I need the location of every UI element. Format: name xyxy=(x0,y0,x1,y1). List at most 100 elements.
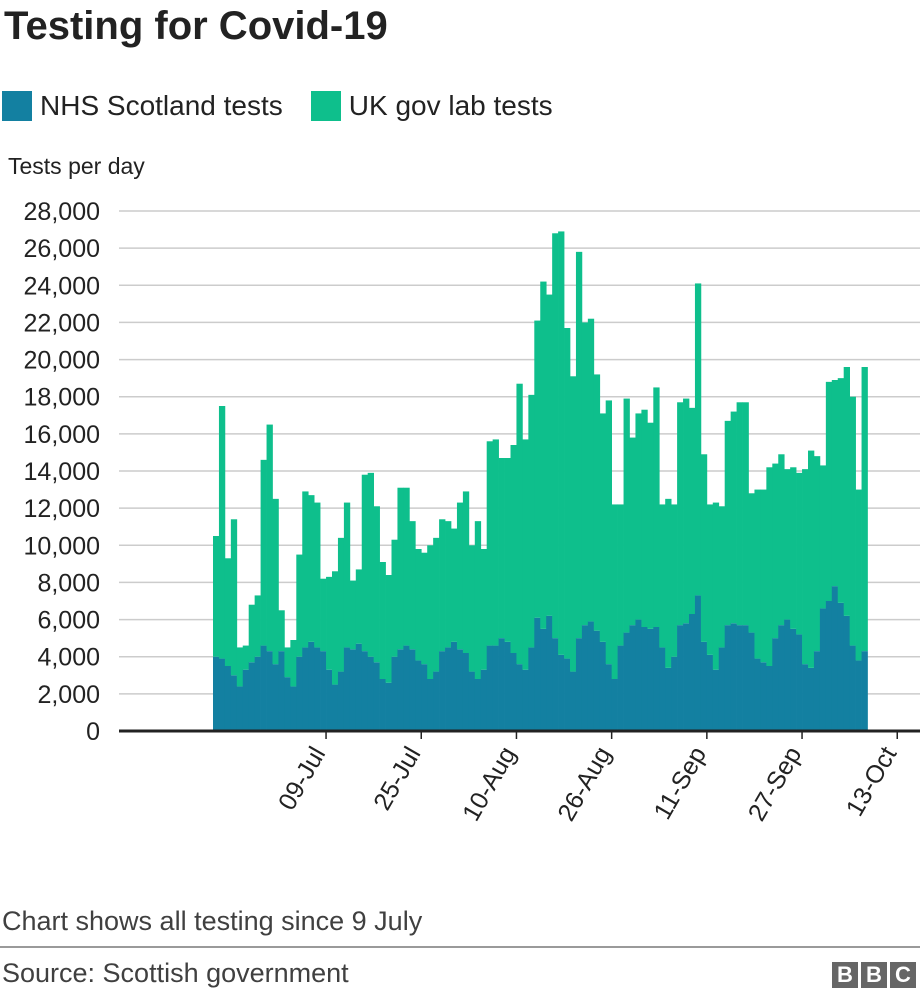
bar-nhs-scotland xyxy=(421,664,428,731)
bar-nhs-scotland xyxy=(564,658,571,731)
bar-nhs-scotland xyxy=(248,662,255,731)
bar-uk-gov-lab xyxy=(284,647,291,678)
y-tick-label: 6,000 xyxy=(37,607,100,635)
bar-nhs-scotland xyxy=(427,679,434,731)
bar-nhs-scotland xyxy=(468,671,476,731)
footer-divider xyxy=(0,946,920,948)
bar-uk-gov-lab xyxy=(403,487,410,646)
bar-uk-gov-lab xyxy=(552,233,559,639)
bar-nhs-scotland xyxy=(308,641,315,731)
bar-uk-gov-lab xyxy=(248,604,255,663)
bar-nhs-scotland xyxy=(355,643,363,731)
bar-uk-gov-lab xyxy=(825,381,833,601)
legend-label-nhs-scotland: NHS Scotland tests xyxy=(40,90,283,121)
bar-nhs-scotland xyxy=(278,651,285,731)
bar-nhs-scotland xyxy=(403,645,410,731)
bar-nhs-scotland xyxy=(242,669,250,731)
bar-nhs-scotland xyxy=(843,615,850,731)
bar-nhs-scotland xyxy=(284,677,291,731)
bar-uk-gov-lab xyxy=(558,231,565,655)
x-tick-label: 13-Oct xyxy=(841,742,903,821)
bar-nhs-scotland xyxy=(718,647,726,731)
bar-uk-gov-lab xyxy=(379,562,386,679)
bar-uk-gov-lab xyxy=(296,554,303,657)
bar-nhs-scotland xyxy=(641,627,648,731)
bar-uk-gov-lab xyxy=(427,545,434,679)
legend-swatch-nhs-scotland xyxy=(2,91,32,121)
bar-nhs-scotland xyxy=(837,602,845,731)
bar-uk-gov-lab xyxy=(843,367,850,616)
chart-legend: NHS Scotland tests UK gov lab tests xyxy=(2,90,581,122)
bar-nhs-scotland xyxy=(659,647,666,731)
bar-uk-gov-lab xyxy=(492,439,499,646)
bar-uk-gov-lab xyxy=(343,502,351,648)
bar-uk-gov-lab xyxy=(314,502,321,648)
bar-nhs-scotland xyxy=(587,621,595,731)
bar-uk-gov-lab xyxy=(540,281,547,629)
bar-uk-gov-lab xyxy=(635,413,642,620)
bar-uk-gov-lab xyxy=(772,463,779,639)
chart-title: Testing for Covid-19 xyxy=(4,4,388,48)
bar-uk-gov-lab xyxy=(468,545,476,672)
bar-nhs-scotland xyxy=(813,651,821,731)
bar-nhs-scotland xyxy=(605,664,612,731)
bar-uk-gov-lab xyxy=(326,576,333,670)
bar-nhs-scotland xyxy=(409,649,416,731)
bar-uk-gov-lab xyxy=(593,374,601,631)
bar-uk-gov-lab xyxy=(831,380,839,587)
bar-uk-gov-lab xyxy=(671,504,678,657)
bar-nhs-scotland xyxy=(611,679,618,731)
bar-nhs-scotland xyxy=(213,656,220,731)
bar-uk-gov-lab xyxy=(718,506,726,648)
bar-nhs-scotland xyxy=(462,653,470,731)
legend-item-uk-gov-lab: UK gov lab tests xyxy=(310,90,553,122)
bar-uk-gov-lab xyxy=(433,537,440,672)
bar-uk-gov-lab xyxy=(278,610,285,652)
bar-nhs-scotland xyxy=(439,651,446,731)
bar-uk-gov-lab xyxy=(730,411,737,624)
bar-uk-gov-lab xyxy=(224,558,232,666)
bar-uk-gov-lab xyxy=(546,294,553,616)
x-tick-label: 26-Aug xyxy=(552,742,617,826)
bar-uk-gov-lab xyxy=(706,504,714,655)
x-tick-label: 27-Sep xyxy=(743,742,808,826)
bar-nhs-scotland xyxy=(540,628,547,731)
legend-label-uk-gov-lab: UK gov lab tests xyxy=(348,90,553,121)
bar-uk-gov-lab xyxy=(742,402,749,626)
bar-uk-gov-lab xyxy=(665,498,672,668)
bar-uk-gov-lab xyxy=(802,469,809,665)
y-tick-label: 28,000 xyxy=(24,198,100,226)
bar-uk-gov-lab xyxy=(689,407,696,614)
bar-nhs-scotland xyxy=(272,664,279,731)
bar-nhs-scotland xyxy=(700,641,708,731)
bar-nhs-scotland xyxy=(498,638,505,731)
bbc-logo-letter: B xyxy=(832,962,858,988)
bar-uk-gov-lab xyxy=(861,367,868,652)
bar-nhs-scotland xyxy=(629,625,636,731)
bar-nhs-scotland xyxy=(314,647,321,731)
bar-uk-gov-lab xyxy=(647,422,654,629)
source-text: Source: Scottish government xyxy=(2,958,349,988)
bar-nhs-scotland xyxy=(772,638,779,731)
x-tick-label: 11-Sep xyxy=(648,742,712,824)
bar-nhs-scotland xyxy=(349,649,357,731)
bar-nhs-scotland xyxy=(808,667,815,731)
bar-nhs-scotland xyxy=(593,630,601,731)
bar-uk-gov-lab xyxy=(391,539,398,657)
bar-uk-gov-lab xyxy=(308,495,315,642)
bar-uk-gov-lab xyxy=(587,318,595,622)
bar-nhs-scotland xyxy=(326,669,333,731)
bar-nhs-scotland xyxy=(254,656,261,731)
bar-uk-gov-lab xyxy=(361,474,369,652)
bar-nhs-scotland xyxy=(760,662,767,731)
bar-nhs-scotland xyxy=(778,625,785,731)
bar-nhs-scotland xyxy=(391,656,398,731)
y-tick-label: 8,000 xyxy=(37,569,100,597)
bar-uk-gov-lab xyxy=(534,320,541,618)
y-tick-label: 4,000 xyxy=(37,644,100,672)
bar-nhs-scotland xyxy=(712,669,720,731)
bar-nhs-scotland xyxy=(290,686,297,731)
bar-nhs-scotland xyxy=(802,664,809,731)
bar-nhs-scotland xyxy=(736,625,743,731)
bar-uk-gov-lab xyxy=(332,571,339,685)
